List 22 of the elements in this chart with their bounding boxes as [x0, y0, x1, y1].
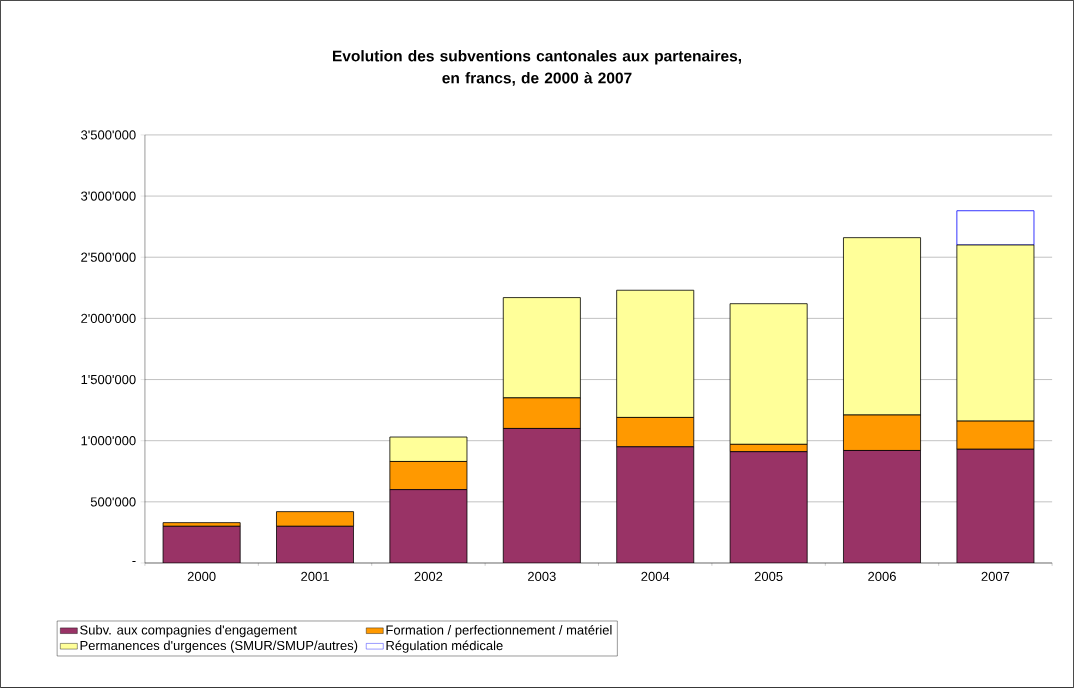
x-tick-label: 2000 [187, 571, 216, 582]
x-tick-label: 2002 [414, 571, 443, 582]
y-tick-label: 3'000'000 [81, 191, 136, 201]
legend-label: Subv. aux compagnies d'engagement [80, 625, 297, 638]
y-tick-label: 2'500'000 [81, 252, 136, 262]
x-tick-label: 2001 [301, 571, 329, 582]
x-tick-label: 2007 [981, 571, 1010, 582]
x-tick-label: 2003 [528, 571, 556, 582]
x-tick-label: 2004 [641, 571, 670, 582]
bar [956, 210, 1035, 246]
y-tick-label: 1'500'000 [81, 374, 136, 385]
y-tick-label: 3'500'000 [81, 130, 136, 140]
x-tick-label: 2005 [754, 571, 783, 582]
y-tick-label: 500'000 [90, 497, 136, 507]
x-tick-label: 2006 [868, 571, 896, 582]
legend-label: Permanences d'urgences (SMUR/SMUP/autres) [80, 640, 358, 653]
y-tick-label: 2'000'000 [81, 313, 136, 324]
legend-label: Régulation médicale [386, 640, 503, 653]
legend-label: Formation / perfectionnement / matériel [386, 625, 612, 638]
y-tick-label: 1'000'000 [81, 436, 136, 446]
chart-title: Evolution des subventions cantonales aux partenaires, en francs, de 2000 à 2007 [333, 50, 741, 86]
y-tick-label: - [132, 561, 136, 563]
